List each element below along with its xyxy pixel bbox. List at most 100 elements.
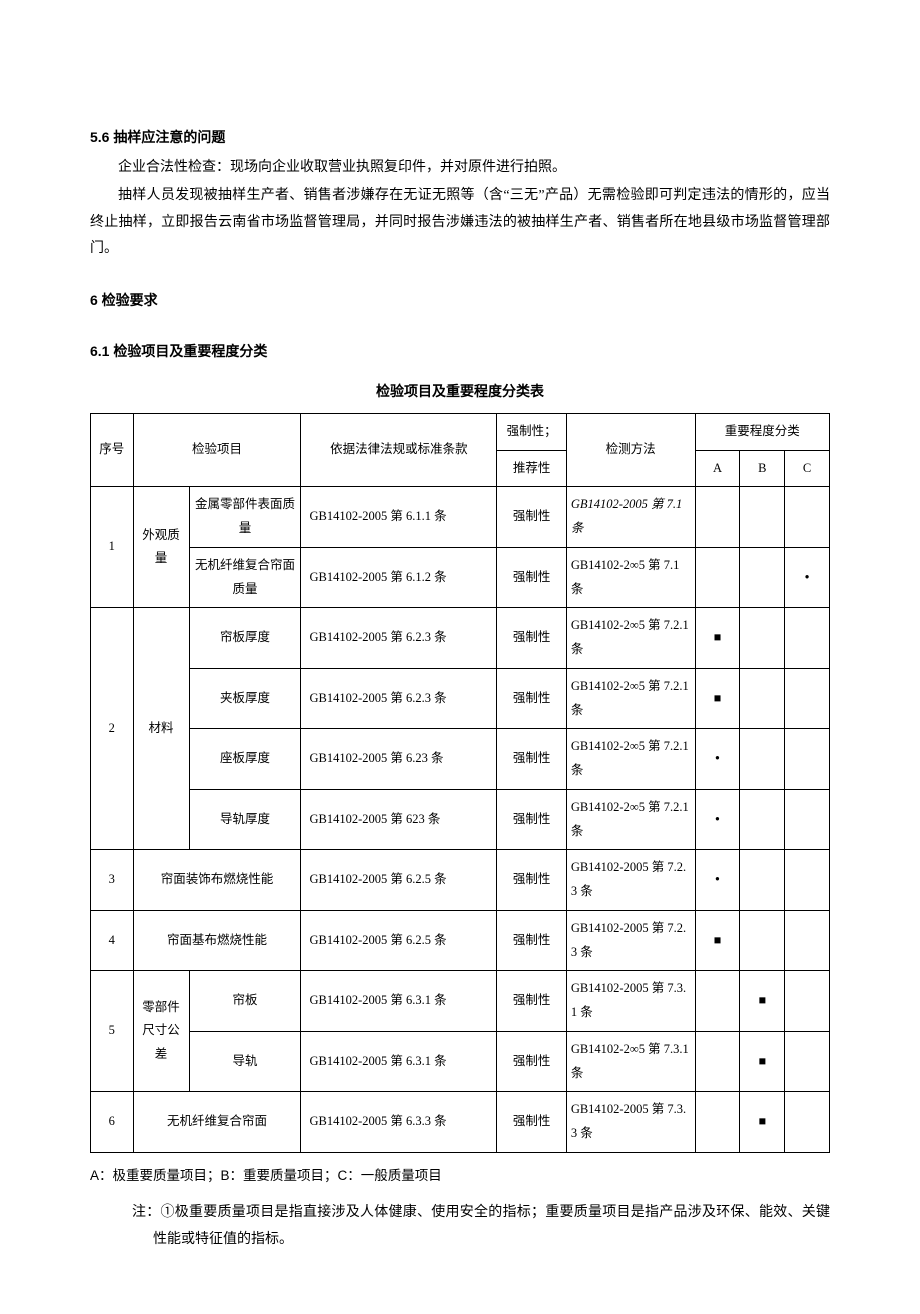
paragraph-5-6-2: 抽样人员发现被抽样生产者、销售者涉嫌存在无证无照等（含“三无”产品）无需检验即可… — [90, 183, 830, 263]
th-basis: 依据法律法规或标准条款 — [301, 413, 497, 487]
cell-type: 强制性 — [497, 668, 566, 729]
cell-method: GB14102-2∞5 第 7.2.1 条 — [566, 789, 695, 850]
table-row: 1 外观质量 金属零部件表面质量 GB14102-2005 第 6.1.1 条 … — [91, 487, 830, 548]
table-row: 2 材料 帘板厚度 GB14102-2005 第 6.2.3 条 强制性 GB1… — [91, 608, 830, 669]
th-index: 序号 — [91, 413, 134, 487]
cell-b — [740, 729, 785, 790]
th-importance: 重要程度分类 — [695, 413, 829, 450]
cell-c: • — [785, 547, 830, 608]
cell-idx: 3 — [91, 850, 134, 911]
cell-method: GB14102-2005 第 7.2.3 条 — [566, 910, 695, 971]
cell-b: ■ — [740, 1031, 785, 1092]
cell-b — [740, 850, 785, 911]
table-row: 3 帘面装饰布燃烧性能 GB14102-2005 第 6.2.5 条 强制性 G… — [91, 850, 830, 911]
cell-type: 强制性 — [497, 1031, 566, 1092]
cell-sub: 金属零部件表面质量 — [189, 487, 301, 548]
inspection-table: 序号 检验项目 依据法律法规或标准条款 强制性； 检测方法 重要程度分类 推荐性… — [90, 413, 830, 1153]
cell-sub: 无机纤维复合帘面质量 — [189, 547, 301, 608]
cell-idx: 1 — [91, 487, 134, 608]
cell-b — [740, 668, 785, 729]
cell-type: 强制性 — [497, 850, 566, 911]
heading-6-1: 6.1 检验项目及重要程度分类 — [90, 338, 830, 365]
cell-type: 强制性 — [497, 971, 566, 1032]
th-b: B — [740, 450, 785, 487]
cell-method: GB14102-2005 第 7.2.3 条 — [566, 850, 695, 911]
cell-a — [695, 487, 740, 548]
cell-c — [785, 850, 830, 911]
legend-text: A：极重要质量项目；B：重要质量项目；C：一般质量项目 — [90, 1163, 830, 1189]
th-item: 检验项目 — [133, 413, 301, 487]
note-text: 注：①极重要质量项目是指直接涉及人体健康、使用安全的指标；重要质量项目是指产品涉… — [111, 1200, 830, 1253]
cell-basis: GB14102-2005 第 6.2.5 条 — [301, 910, 497, 971]
heading-6: 6 检验要求 — [90, 287, 830, 314]
heading-5-6: 5.6 抽样应注意的问题 — [90, 124, 830, 151]
cell-c — [785, 789, 830, 850]
table-row: 6 无机纤维复合帘面 GB14102-2005 第 6.3.3 条 强制性 GB… — [91, 1092, 830, 1153]
th-type-top: 强制性； — [497, 413, 566, 450]
table-row: 导轨 GB14102-2005 第 6.3.1 条 强制性 GB14102-2∞… — [91, 1031, 830, 1092]
table-row: 5 零部件尺寸公差 帘板 GB14102-2005 第 6.3.1 条 强制性 … — [91, 971, 830, 1032]
th-c: C — [785, 450, 830, 487]
cell-b: ■ — [740, 1092, 785, 1153]
cell-type: 强制性 — [497, 547, 566, 608]
cell-a: • — [695, 850, 740, 911]
cell-cat: 帘面基布燃烧性能 — [133, 910, 301, 971]
table-header-row: 序号 检验项目 依据法律法规或标准条款 强制性； 检测方法 重要程度分类 — [91, 413, 830, 450]
cell-a: ■ — [695, 608, 740, 669]
th-method: 检测方法 — [566, 413, 695, 487]
cell-idx: 2 — [91, 608, 134, 850]
table-row: 无机纤维复合帘面质量 GB14102-2005 第 6.1.2 条 强制性 GB… — [91, 547, 830, 608]
cell-sub: 导轨厚度 — [189, 789, 301, 850]
cell-method: GB14102-2∞5 第 7.1 条 — [566, 547, 695, 608]
table-row: 夹板厚度 GB14102-2005 第 6.2.3 条 强制性 GB14102-… — [91, 668, 830, 729]
cell-cat: 零部件尺寸公差 — [133, 971, 189, 1092]
cell-idx: 5 — [91, 971, 134, 1092]
cell-b: ■ — [740, 971, 785, 1032]
cell-a — [695, 1092, 740, 1153]
cell-a: • — [695, 729, 740, 790]
cell-c — [785, 1031, 830, 1092]
cell-type: 强制性 — [497, 1092, 566, 1153]
cell-basis: GB14102-2005 第 6.3.1 条 — [301, 1031, 497, 1092]
cell-c — [785, 487, 830, 548]
table-row: 导轨厚度 GB14102-2005 第 623 条 强制性 GB14102-2∞… — [91, 789, 830, 850]
cell-cat: 帘面装饰布燃烧性能 — [133, 850, 301, 911]
cell-b — [740, 910, 785, 971]
cell-a: • — [695, 789, 740, 850]
cell-cat: 无机纤维复合帘面 — [133, 1092, 301, 1153]
cell-c — [785, 668, 830, 729]
cell-b — [740, 487, 785, 548]
cell-method: GB14102-2005 第 7.3.3 条 — [566, 1092, 695, 1153]
cell-method: GB14102-2∞5 第 7.2.1 条 — [566, 668, 695, 729]
cell-b — [740, 789, 785, 850]
cell-type: 强制性 — [497, 789, 566, 850]
cell-method: GB14102-2∞5 第 7.2.1 条 — [566, 608, 695, 669]
cell-type: 强制性 — [497, 729, 566, 790]
cell-method: GB14102-2∞5 第 7.3.1 条 — [566, 1031, 695, 1092]
cell-c — [785, 608, 830, 669]
cell-c — [785, 1092, 830, 1153]
cell-sub: 夹板厚度 — [189, 668, 301, 729]
cell-basis: GB14102-2005 第 623 条 — [301, 789, 497, 850]
cell-cat: 材料 — [133, 608, 189, 850]
cell-idx: 6 — [91, 1092, 134, 1153]
cell-sub: 帘板厚度 — [189, 608, 301, 669]
th-type-bot: 推荐性 — [497, 450, 566, 487]
cell-cat: 外观质量 — [133, 487, 189, 608]
cell-b — [740, 608, 785, 669]
cell-a — [695, 971, 740, 1032]
cell-c — [785, 729, 830, 790]
cell-c — [785, 971, 830, 1032]
cell-sub: 座板厚度 — [189, 729, 301, 790]
cell-a — [695, 1031, 740, 1092]
cell-type: 强制性 — [497, 608, 566, 669]
paragraph-5-6-1: 企业合法性检查：现场向企业收取营业执照复印件，并对原件进行拍照。 — [90, 155, 830, 182]
cell-method: GB14102-2005 第 7.3.1 条 — [566, 971, 695, 1032]
cell-a: ■ — [695, 668, 740, 729]
th-a: A — [695, 450, 740, 487]
cell-b — [740, 547, 785, 608]
cell-idx: 4 — [91, 910, 134, 971]
cell-sub: 导轨 — [189, 1031, 301, 1092]
cell-basis: GB14102-2005 第 6.2.3 条 — [301, 668, 497, 729]
cell-method: GB14102-2005 第 7.1 条 — [566, 487, 695, 548]
